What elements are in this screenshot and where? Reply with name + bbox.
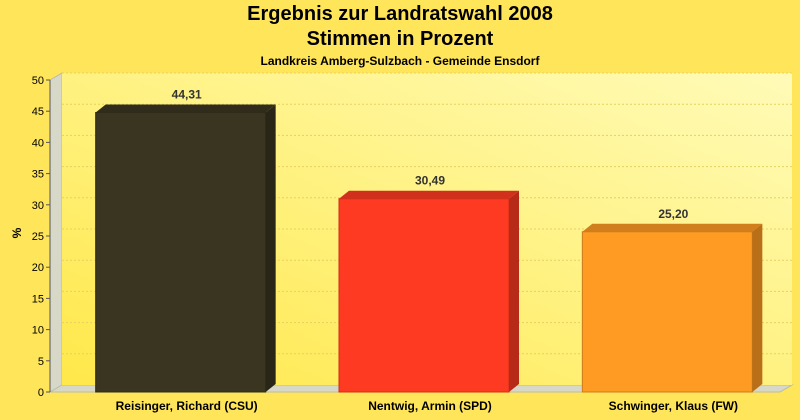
labels: 44,31 Reisinger, Richard (CSU) 30,49 Nentwi… [116,88,738,413]
chart-title-line2: Stimmen in Prozent [306,28,494,50]
y-tick-label: 25 [32,231,44,243]
x-tick-label: Reisinger, Richard (CSU) [116,399,258,413]
y-tick-label: 35 [32,169,44,181]
y-tick-label: 45 [32,106,44,118]
axes: 0 5 10 15 20 25 30 35 40 45 50 [32,75,51,399]
y-tick-label: 50 [32,75,44,87]
chart-subtitle: Landkreis Amberg-Sulzbach - Gemeinde Ens… [260,54,540,68]
bars [95,104,763,393]
bar [338,190,519,393]
data-label: 44,31 [172,88,202,102]
chart-title: Ergebnis zur Landratswahl 2008 [247,3,553,25]
y-tick-label: 30 [32,200,44,212]
bar-side [752,223,763,392]
data-label: 30,49 [415,174,445,188]
y-tick-label: 0 [38,387,44,399]
data-label: 25,20 [658,207,688,221]
bar-side [509,190,519,392]
y-tick-label: 40 [32,137,44,149]
y-tick-label: 15 [32,293,44,305]
y-tick-label: 5 [38,356,44,368]
x-tick-label: Nentwig, Armin (SPD) [368,399,492,413]
bar-top [339,190,519,199]
bar-top [95,104,276,113]
bar-front [581,231,753,393]
plot-side-wall [49,72,63,393]
bar [581,223,763,393]
x-tick-label: Schwinger, Klaus (FW) [609,399,738,413]
y-tick-label: 10 [32,325,44,337]
y-tick-label: 20 [32,262,44,274]
bar-front [95,112,267,393]
bar [95,104,276,393]
bar-side [265,104,276,392]
bar-front [338,198,510,393]
bar-top [582,223,763,232]
